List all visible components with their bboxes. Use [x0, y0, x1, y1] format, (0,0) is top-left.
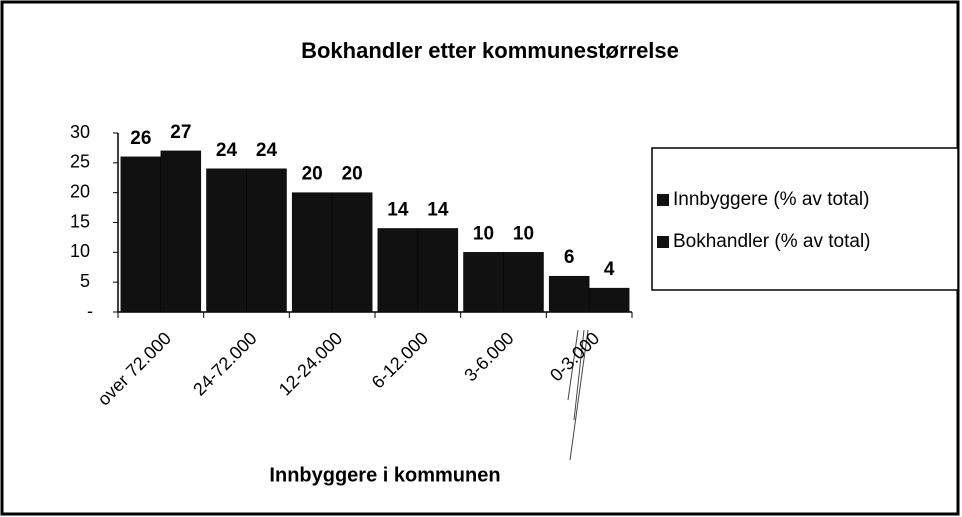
data-label: 10: [513, 223, 534, 244]
data-label: 20: [342, 164, 363, 185]
legend-swatch: [657, 236, 669, 248]
x-axis-label: Innbyggere i kommunen: [269, 464, 500, 486]
legend-swatch: [657, 194, 669, 206]
bar: [503, 252, 544, 313]
data-label: 24: [256, 140, 278, 161]
legend-box: [651, 147, 959, 291]
y-tick-label: 5: [80, 271, 90, 291]
break-mark: [567, 329, 589, 461]
bar: [588, 287, 630, 313]
bar: [377, 228, 419, 313]
bar: [246, 168, 287, 313]
y-tick-label: 30: [70, 122, 90, 142]
bar: [291, 192, 333, 313]
bar: [331, 192, 373, 313]
data-label: 14: [387, 199, 409, 220]
y-tick-label: 15: [70, 211, 90, 231]
bar: [463, 252, 504, 313]
bar: [548, 275, 590, 313]
data-label: 10: [473, 223, 494, 244]
legend-label: Innbyggere (% av total): [673, 189, 869, 210]
bar: [206, 168, 247, 313]
data-label: 24: [216, 140, 238, 161]
data-label: 26: [130, 128, 151, 149]
y-tick-label: 20: [70, 181, 90, 201]
bar: [120, 156, 162, 313]
y-tick-label: 10: [70, 241, 90, 261]
chart-title: Bokhandler etter kommunestørrelse: [301, 38, 679, 63]
y-tick-label: 25: [70, 152, 90, 172]
bar: [417, 228, 459, 313]
y-tick-label: -: [87, 301, 93, 321]
data-label: 27: [170, 122, 191, 143]
data-label: 4: [604, 259, 615, 280]
legend-label: Bokhandler (% av total): [673, 231, 871, 252]
bar: [160, 150, 202, 313]
data-label: 20: [302, 164, 323, 185]
data-label: 6: [564, 247, 575, 268]
data-label: 14: [427, 199, 449, 220]
